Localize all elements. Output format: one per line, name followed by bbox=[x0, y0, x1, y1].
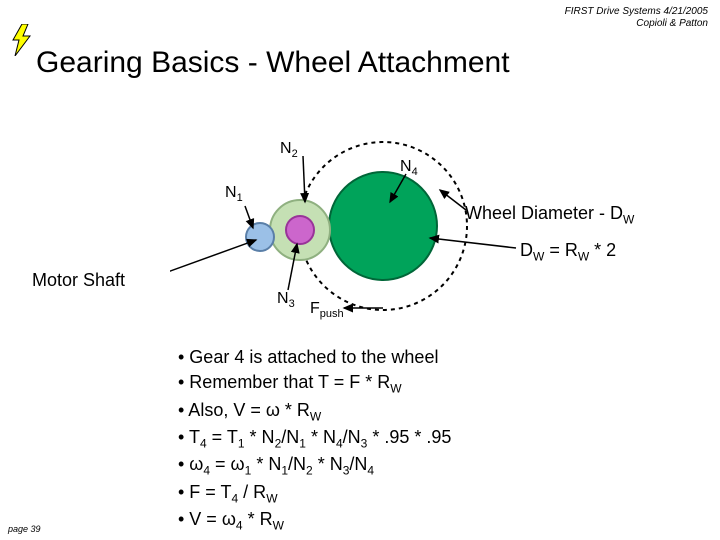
n1-leader bbox=[245, 206, 253, 228]
list-item: • F = T4 / RW bbox=[178, 480, 451, 507]
list-item: • ω4 = ω1 * N1/N2 * N3/N4 bbox=[178, 452, 451, 479]
gear1-circle bbox=[246, 223, 274, 251]
list-item: • T4 = T1 * N2/N1 * N4/N3 * .95 * .95 bbox=[178, 425, 451, 452]
label-n1: N1 bbox=[225, 184, 243, 204]
motorshaft-leader bbox=[170, 240, 256, 282]
label-n2: N2 bbox=[280, 140, 298, 160]
list-item: • Also, V = ω * RW bbox=[178, 398, 451, 425]
label-fpush: Fpush bbox=[310, 300, 344, 320]
page-title: Gearing Basics - Wheel Attachment bbox=[36, 46, 510, 80]
list-item: • Remember that T = F * RW bbox=[178, 370, 451, 397]
gear-diagram: N2 N4 N1 N3 Fpush bbox=[170, 130, 570, 350]
gear3-circle bbox=[286, 216, 314, 244]
bullet-list: • Gear 4 is attached to the wheel • Reme… bbox=[178, 345, 451, 535]
header-line2: Copioli & Patton bbox=[565, 18, 708, 30]
label-n4: N4 bbox=[400, 158, 418, 178]
formula-label: DW = RW * 2 bbox=[520, 240, 616, 264]
motor-shaft-label: Motor Shaft bbox=[32, 270, 125, 291]
lightning-icon bbox=[10, 24, 32, 56]
header-meta: FIRST Drive Systems 4/21/2005 Copioli & … bbox=[565, 6, 708, 30]
n2-leader bbox=[303, 156, 305, 202]
gear4-circle bbox=[329, 172, 437, 280]
wheeldia-leader bbox=[440, 190, 466, 210]
wheel-diameter-label: Wheel Diameter - DW bbox=[465, 203, 634, 227]
list-item: • V = ω4 * RW bbox=[178, 507, 451, 534]
diagram-svg bbox=[170, 130, 570, 350]
formula-leader bbox=[430, 238, 516, 248]
page-number: page 39 bbox=[8, 524, 41, 534]
list-item: • Gear 4 is attached to the wheel bbox=[178, 345, 451, 370]
label-n3: N3 bbox=[277, 290, 295, 310]
header-line1: FIRST Drive Systems 4/21/2005 bbox=[565, 6, 708, 18]
